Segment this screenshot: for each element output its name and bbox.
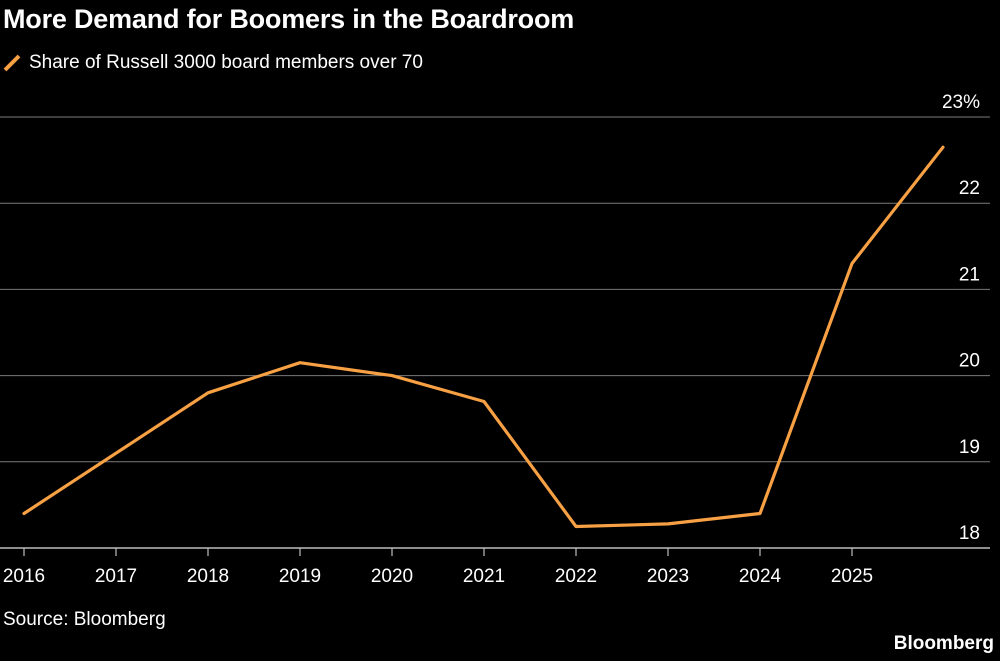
x-tick-label: 2023 [647, 566, 689, 587]
y-tick-label: 22 [959, 178, 980, 199]
y-tick-label: 19 [959, 437, 980, 458]
y-tick-label: 21 [959, 264, 980, 285]
x-tick-label: 2025 [831, 566, 873, 587]
y-tick-label: 18 [959, 523, 980, 544]
series-group [22, 145, 945, 529]
x-tick-label: 2021 [463, 566, 505, 587]
legend-label: Share of Russell 3000 board members over… [29, 52, 423, 73]
chart-title: More Demand for Boomers in the Boardroom [3, 4, 575, 34]
x-tick-label: 2017 [95, 566, 137, 587]
y-axis: 18 19 20 21 22 23% [942, 92, 980, 544]
x-axis: 2016 2017 2018 2019 2020 2021 2022 2023 2024 2025 [3, 548, 873, 587]
brand-logo: Bloomberg [893, 633, 994, 654]
x-tick-label: 2020 [371, 566, 413, 587]
source-note: Source: Bloomberg [3, 609, 166, 630]
y-tick-label: 23% [942, 92, 980, 113]
x-tick-label: 2024 [739, 566, 782, 587]
x-tick-label: 2019 [279, 566, 321, 587]
y-tick-label: 20 [959, 351, 980, 372]
legend-line-icon [3, 54, 21, 72]
x-tick-label: 2018 [187, 566, 229, 587]
series-line [22, 145, 945, 529]
legend: Share of Russell 3000 board members over… [3, 50, 423, 76]
x-tick-label: 2016 [3, 566, 45, 587]
x-tick-label: 2022 [555, 566, 597, 587]
gridlines [0, 116, 990, 549]
